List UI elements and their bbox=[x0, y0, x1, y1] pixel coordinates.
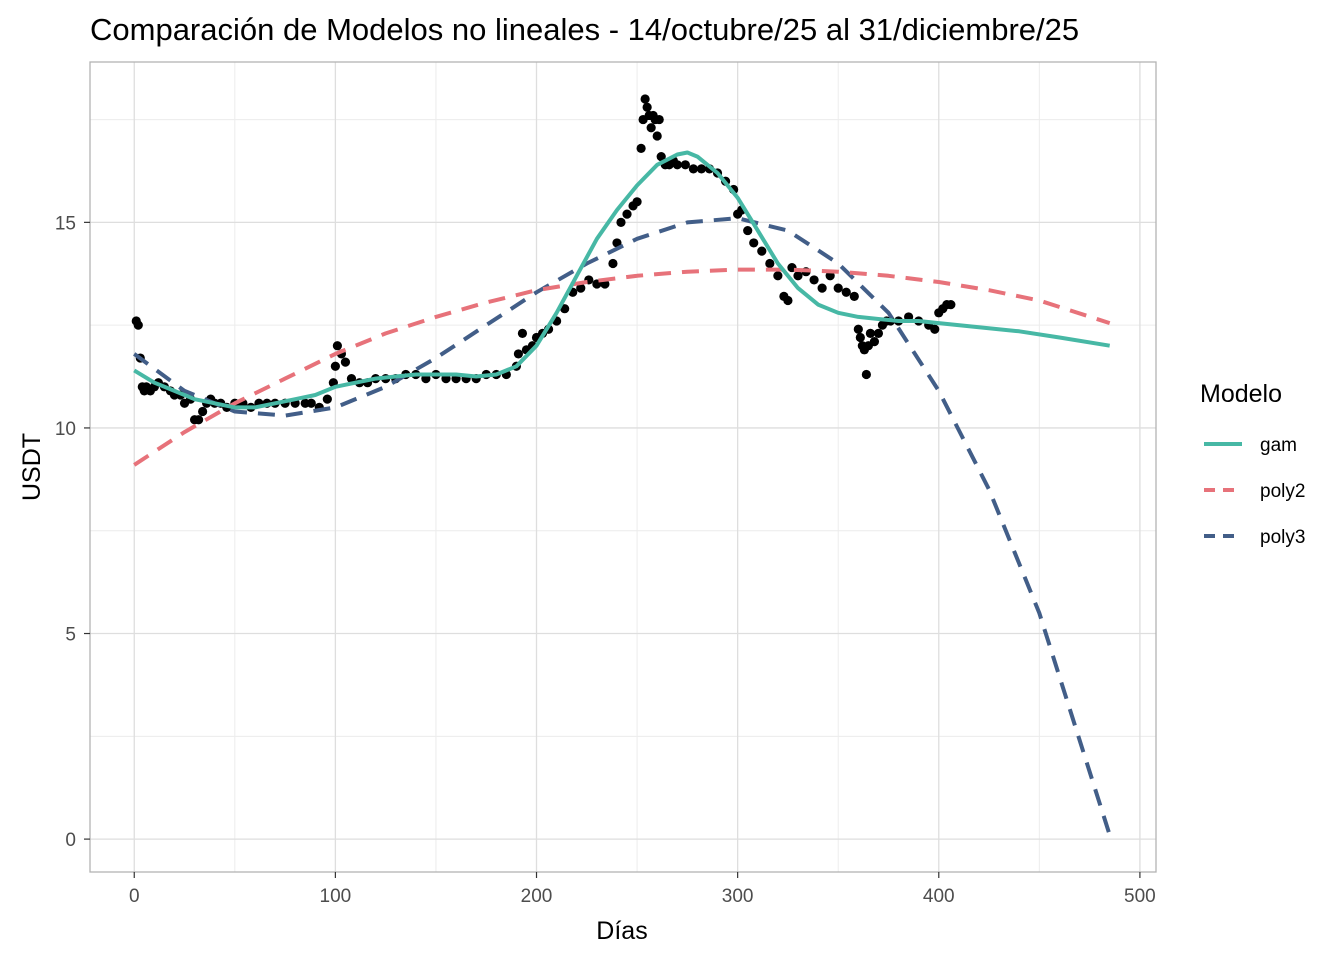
data-point bbox=[853, 324, 863, 334]
data-point bbox=[640, 94, 650, 104]
data-point bbox=[560, 304, 570, 314]
series-line-gam bbox=[133, 150, 1111, 410]
data-point bbox=[517, 328, 528, 338]
y-tick-label: 10 bbox=[55, 419, 76, 440]
data-point bbox=[825, 271, 835, 281]
data-point bbox=[622, 209, 632, 219]
ticks-layer: 0 100 200 300 400 500 0 5 10 15 bbox=[55, 213, 1156, 907]
data-point bbox=[513, 349, 524, 359]
data-point bbox=[306, 398, 316, 408]
legend-title: Modelo bbox=[1200, 380, 1282, 408]
data-point bbox=[608, 258, 618, 269]
data-point bbox=[833, 283, 843, 293]
data-point bbox=[198, 406, 208, 417]
x-tick-label: 200 bbox=[521, 886, 553, 907]
x-tick-label: 500 bbox=[1124, 886, 1156, 907]
grid-layer bbox=[90, 62, 1156, 872]
data-point bbox=[793, 271, 803, 281]
data-point bbox=[346, 373, 357, 384]
y-tick-label: 0 bbox=[65, 830, 76, 851]
x-tick-label: 0 bbox=[129, 886, 140, 907]
data-point bbox=[749, 238, 759, 248]
data-point bbox=[636, 143, 646, 153]
y-tick-label: 5 bbox=[65, 625, 76, 646]
data-point bbox=[680, 160, 690, 170]
data-point bbox=[652, 131, 662, 141]
legend-label-poly3: poly3 bbox=[1260, 527, 1305, 548]
data-point bbox=[743, 225, 753, 236]
data-point bbox=[861, 369, 871, 380]
x-tick-label: 100 bbox=[320, 886, 352, 907]
data-point bbox=[642, 102, 652, 112]
lines-layer bbox=[133, 150, 1112, 836]
data-point bbox=[133, 320, 143, 330]
data-point bbox=[654, 114, 664, 125]
data-point bbox=[616, 217, 626, 227]
x-tick-label: 400 bbox=[923, 886, 955, 907]
series-line-poly3 bbox=[133, 216, 1112, 836]
y-axis-title: USDT bbox=[18, 433, 46, 501]
data-point bbox=[783, 295, 793, 306]
data-point bbox=[656, 151, 666, 162]
data-point bbox=[765, 258, 775, 269]
data-point bbox=[612, 238, 622, 248]
data-point bbox=[865, 328, 875, 338]
data-point bbox=[849, 291, 859, 301]
data-point bbox=[672, 160, 682, 170]
data-point bbox=[946, 299, 956, 310]
data-point bbox=[330, 361, 340, 371]
data-point bbox=[696, 164, 707, 174]
y-tick-label: 15 bbox=[55, 213, 76, 234]
data-point bbox=[757, 246, 767, 256]
data-point bbox=[322, 394, 332, 404]
x-axis-title: Días bbox=[596, 917, 647, 945]
legend-label-gam: gam bbox=[1260, 435, 1297, 456]
legend-items: gam poly2 poly3 bbox=[1204, 435, 1305, 548]
data-point bbox=[873, 328, 884, 338]
legend: Modelo gam poly2 poly3 bbox=[1200, 380, 1305, 548]
data-point bbox=[646, 123, 656, 133]
data-point bbox=[194, 415, 204, 425]
data-point bbox=[576, 283, 586, 293]
panel-border bbox=[89, 61, 1157, 873]
chart-title: Comparación de Modelos no lineales - 14/… bbox=[90, 12, 1079, 47]
data-point bbox=[632, 197, 642, 207]
data-point bbox=[817, 283, 827, 293]
data-point bbox=[688, 164, 698, 174]
data-point bbox=[773, 271, 783, 281]
data-point bbox=[809, 275, 819, 285]
data-point bbox=[340, 357, 351, 367]
legend-label-poly2: poly2 bbox=[1260, 481, 1305, 502]
data-point bbox=[332, 341, 342, 351]
data-point bbox=[841, 287, 851, 297]
series-line-poly2 bbox=[133, 267, 1111, 467]
data-point bbox=[869, 336, 880, 347]
x-tick-label: 300 bbox=[722, 886, 754, 907]
data-point bbox=[930, 324, 940, 334]
data-point bbox=[855, 332, 865, 343]
